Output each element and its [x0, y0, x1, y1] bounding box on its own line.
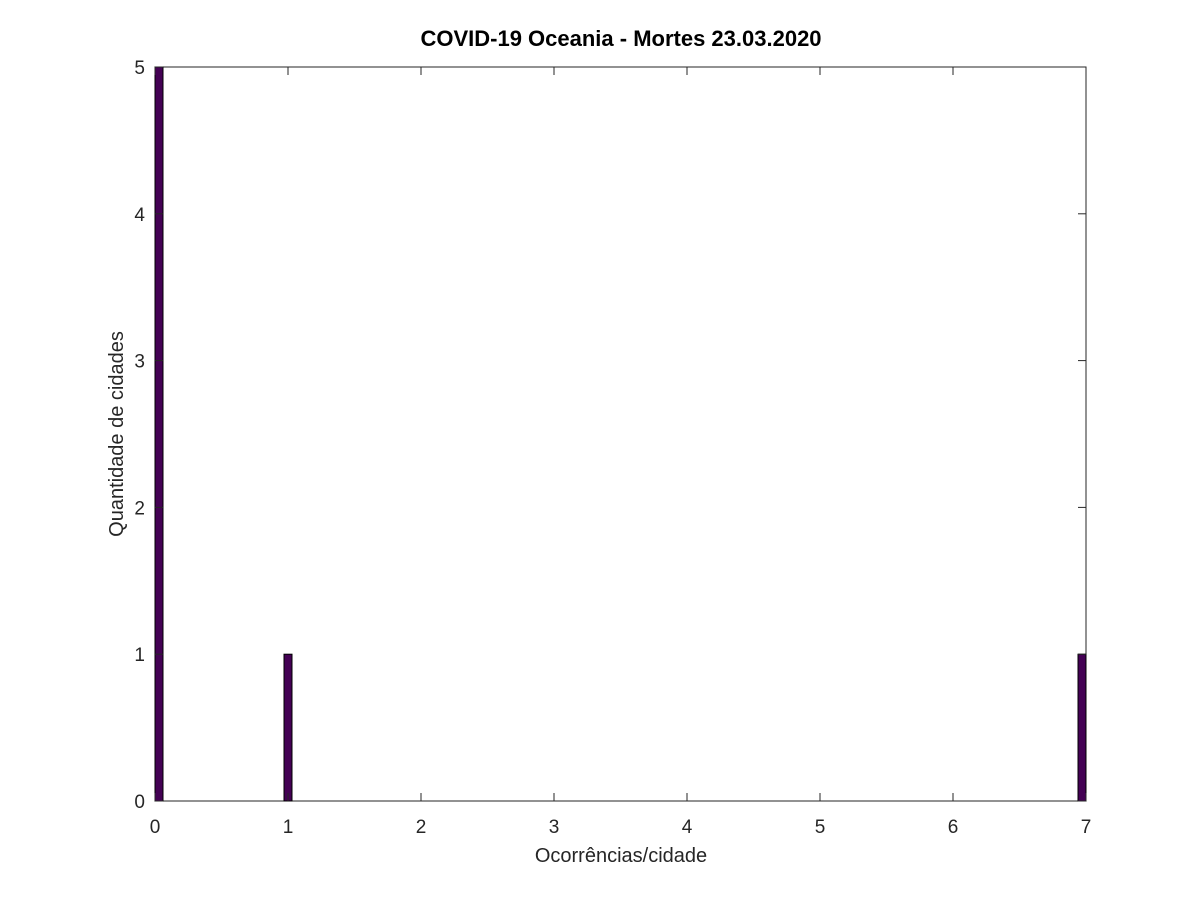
x-tick-label: 2: [416, 817, 427, 838]
x-tick-label: 6: [948, 817, 959, 838]
y-tick-label: 0: [134, 792, 145, 813]
x-tick-label: 7: [1081, 817, 1092, 838]
bar-x-0: [154, 66, 164, 802]
x-tick-label: 4: [682, 817, 693, 838]
x-ticks-group: 0 1 2 3 4 5 6 7: [150, 67, 1092, 838]
y-tick-label: 1: [134, 645, 145, 666]
x-axis-label: Ocorrências/cidade: [535, 845, 707, 867]
bar-x-7: [1077, 653, 1087, 802]
bar-x-1: [283, 653, 293, 802]
x-tick-label: 3: [549, 817, 560, 838]
chart-title: COVID-19 Oceania - Mortes 23.03.2020: [420, 26, 821, 51]
y-tick-label: 3: [134, 352, 145, 373]
y-ticks-group: 0 1 2 3 4 5: [134, 58, 1086, 813]
x-tick-label: 0: [150, 817, 161, 838]
y-axis-label: Quantidade de cidades: [106, 331, 128, 537]
y-tick-label: 4: [134, 205, 145, 226]
y-tick-label: 2: [134, 498, 145, 519]
plot-area: 0 1 2 3 4 5 6 7 0 1 2 3 4 5: [134, 58, 1091, 838]
x-tick-label: 5: [815, 817, 826, 838]
y-tick-label: 5: [134, 58, 145, 79]
x-tick-label: 1: [283, 817, 294, 838]
